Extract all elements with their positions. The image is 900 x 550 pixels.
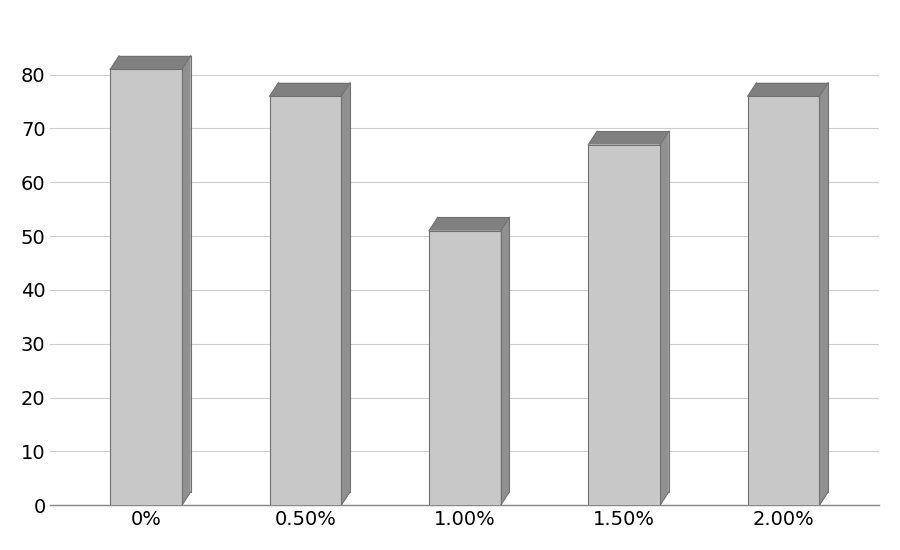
Polygon shape xyxy=(110,56,191,69)
Bar xyxy=(429,231,500,505)
Polygon shape xyxy=(660,131,669,505)
Bar xyxy=(589,145,660,505)
Polygon shape xyxy=(270,82,350,96)
Bar xyxy=(110,69,182,505)
Polygon shape xyxy=(748,82,828,96)
Bar xyxy=(748,96,819,505)
Polygon shape xyxy=(429,217,509,231)
Polygon shape xyxy=(341,82,350,505)
Polygon shape xyxy=(589,131,669,145)
Polygon shape xyxy=(500,217,509,505)
Polygon shape xyxy=(182,56,191,505)
Bar xyxy=(270,96,341,505)
Polygon shape xyxy=(819,82,828,505)
